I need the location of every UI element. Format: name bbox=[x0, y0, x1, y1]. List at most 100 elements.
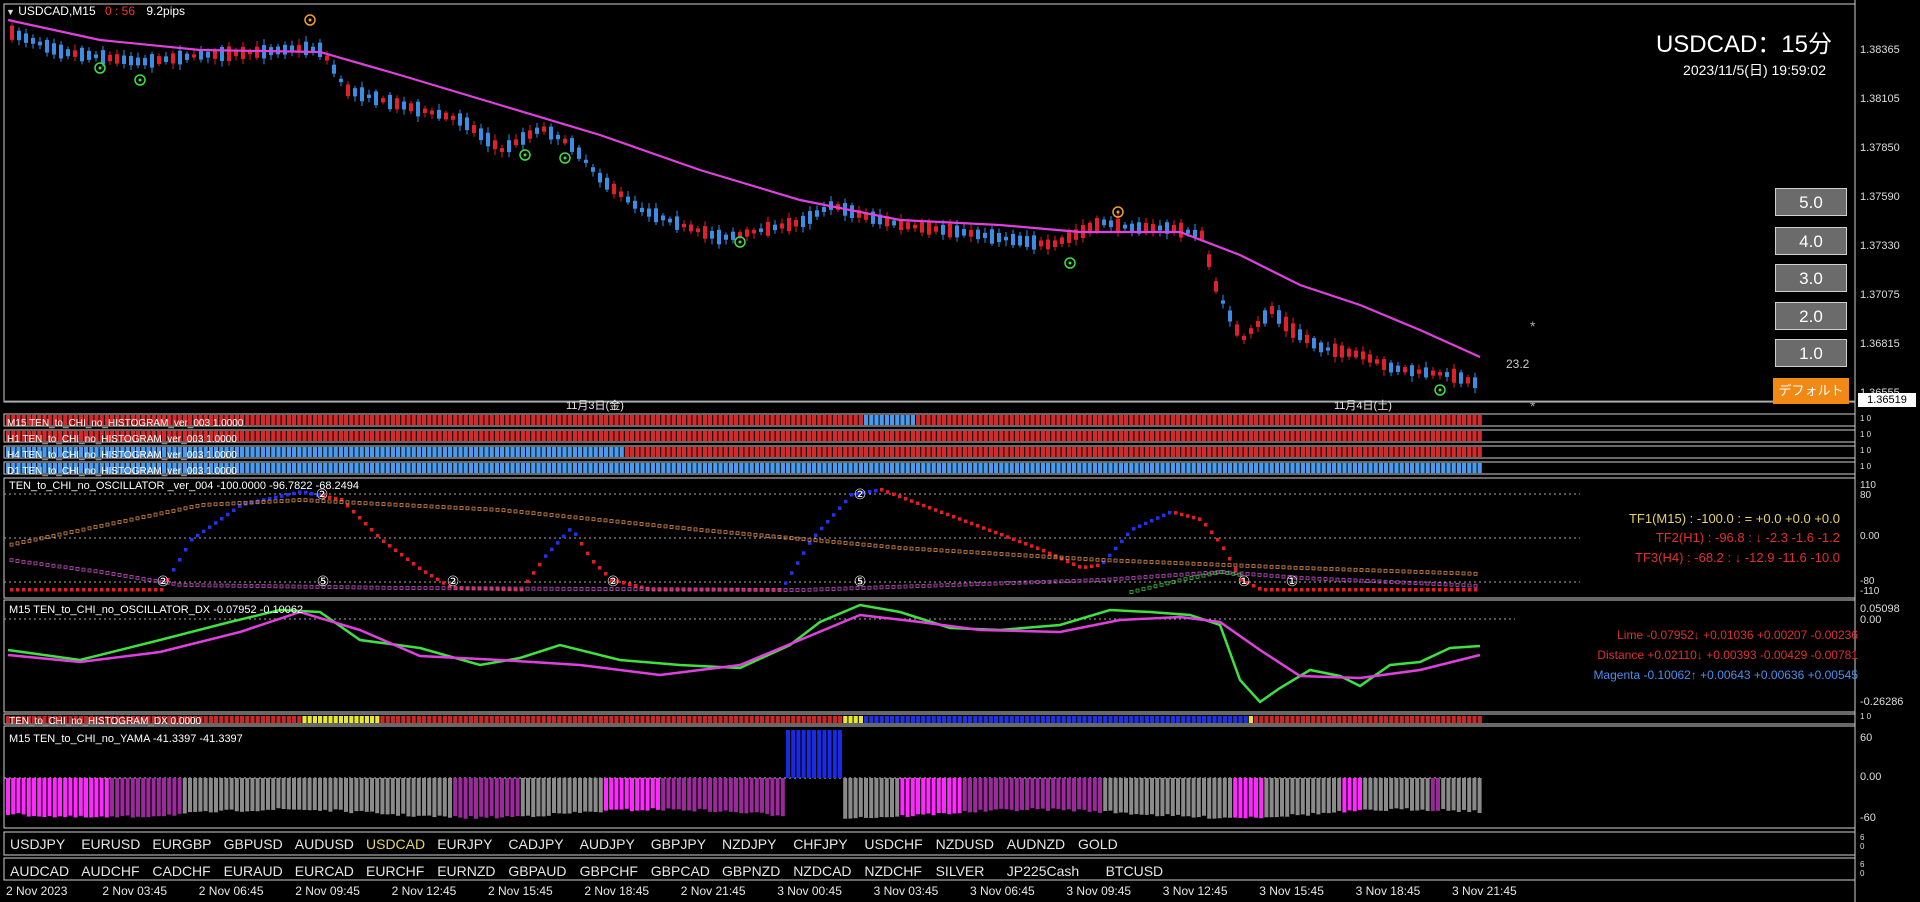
histogram-cell bbox=[177, 447, 182, 457]
oscillator-dot bbox=[292, 491, 296, 496]
histogram-cell bbox=[1306, 463, 1311, 473]
symbol-button-usdjpy[interactable]: USDJPY bbox=[10, 836, 66, 852]
level-button-5[interactable]: 5.0 bbox=[1775, 188, 1847, 216]
default-button[interactable]: デフォルト bbox=[1773, 378, 1849, 404]
histogram-cell bbox=[448, 447, 453, 457]
candle-body bbox=[1067, 232, 1071, 243]
candle-body bbox=[1130, 223, 1134, 233]
oscillator-orange-dot bbox=[1281, 565, 1286, 570]
signal-dot bbox=[1438, 388, 1442, 392]
oscillator-purple-dot bbox=[753, 587, 758, 592]
yama-bar-down bbox=[1040, 778, 1045, 809]
histogram-cell bbox=[234, 463, 239, 473]
histogram-dx-cell bbox=[552, 716, 557, 723]
symbol-button-eurnzd[interactable]: EURNZD bbox=[437, 863, 496, 879]
symbol-button-nzdusd[interactable]: NZDUSD bbox=[935, 836, 994, 852]
oscillator-dot bbox=[1402, 588, 1406, 592]
oscillator-orange-dot bbox=[363, 501, 368, 506]
symbol-button-usdchf[interactable]: USDCHF bbox=[864, 836, 923, 852]
histogram-cell bbox=[1228, 415, 1233, 425]
level-button-2[interactable]: 2.0 bbox=[1775, 302, 1847, 330]
oscillator-purple-dot bbox=[1077, 578, 1082, 583]
symbol-button-silver[interactable]: SILVER bbox=[935, 863, 985, 879]
histogram-cell bbox=[89, 447, 94, 457]
dropdown-icon[interactable]: ▼ bbox=[6, 7, 15, 17]
candle-body bbox=[227, 46, 231, 61]
histogram-cell bbox=[666, 431, 671, 441]
level-button-3[interactable]: 3.0 bbox=[1775, 264, 1847, 292]
oscillator-purple-dot bbox=[627, 587, 632, 592]
histogram-cell bbox=[1092, 447, 1097, 457]
symbol-button-eurgbp[interactable]: EURGBP bbox=[152, 836, 212, 852]
symbol-button-usdcad[interactable]: USDCAD bbox=[366, 836, 426, 852]
oscillator-orange-dot bbox=[687, 526, 692, 531]
histogram-cell bbox=[151, 431, 156, 441]
yama-bar-down bbox=[442, 778, 447, 817]
histogram-cell bbox=[260, 415, 265, 425]
yama-bar-down bbox=[84, 778, 88, 818]
symbol-button-eurjpy[interactable]: EURJPY bbox=[437, 836, 493, 852]
histogram-cell bbox=[973, 463, 978, 473]
histogram-cell bbox=[1404, 431, 1409, 441]
symbol-button-gbpusd[interactable]: GBPUSD bbox=[223, 836, 283, 852]
level-button-4[interactable]: 4.0 bbox=[1775, 227, 1847, 255]
symbol-button-chfjpy[interactable]: CHFJPY bbox=[793, 836, 848, 852]
oscillator-dot bbox=[646, 587, 650, 591]
symbol-button-cadchf[interactable]: CADCHF bbox=[152, 863, 211, 879]
histogram-dx-cell bbox=[905, 716, 910, 723]
histogram-cell bbox=[656, 447, 661, 457]
symbol-button-audchf[interactable]: AUDCHF bbox=[81, 863, 140, 879]
symbol-button-btcusd[interactable]: BTCUSD bbox=[1105, 863, 1164, 879]
oscillator-dot bbox=[220, 517, 224, 521]
oscillator-orange-dot bbox=[543, 512, 548, 517]
time-axis-label: 3 Nov 18:45 bbox=[1355, 884, 1421, 898]
symbol-button-euraud[interactable]: EURAUD bbox=[223, 863, 283, 879]
oscillator-orange-dot bbox=[951, 549, 956, 554]
symbol-button-audusd[interactable]: AUDUSD bbox=[294, 836, 354, 852]
symbol-button-eurusd[interactable]: EURUSD bbox=[81, 836, 141, 852]
oscillator-dot bbox=[532, 571, 536, 575]
oscillator-purple-dot bbox=[75, 566, 80, 571]
histogram-cell bbox=[406, 415, 411, 425]
dx-axis-top: 0.05098 bbox=[1860, 603, 1900, 615]
symbol-button-eurchf[interactable]: EURCHF bbox=[366, 863, 425, 879]
symbol-button-eurcad[interactable]: EURCAD bbox=[294, 863, 354, 879]
histogram-dx-cell bbox=[198, 716, 203, 723]
candle-body bbox=[1459, 372, 1463, 384]
yama-bar-down bbox=[396, 778, 400, 816]
oscillator-dot bbox=[622, 581, 626, 585]
symbol-button-nzdcad[interactable]: NZDCAD bbox=[793, 863, 852, 879]
yama-bar-down bbox=[494, 778, 499, 819]
symbol-button-gbpchf[interactable]: GBPCHF bbox=[579, 863, 638, 879]
symbol-button-audnzd[interactable]: AUDNZD bbox=[1006, 836, 1066, 852]
histogram-dx-cell bbox=[349, 716, 354, 723]
symbol-button-gold[interactable]: GOLD bbox=[1078, 836, 1118, 852]
oscillator-orange-dot bbox=[1425, 570, 1430, 575]
histogram-dx-cell bbox=[682, 716, 687, 723]
candle-body bbox=[283, 44, 287, 55]
oscillator-purple-dot bbox=[507, 586, 512, 591]
histogram-cell bbox=[58, 431, 63, 441]
symbol-button-jp225cash[interactable]: JP225Cash bbox=[1006, 863, 1080, 879]
symbol-button-audcad[interactable]: AUDCAD bbox=[10, 863, 70, 879]
level-button-1[interactable]: 1.0 bbox=[1775, 339, 1847, 367]
histogram-cell bbox=[1077, 447, 1082, 457]
oscillator-dot bbox=[178, 558, 182, 562]
oscillator-dot bbox=[424, 570, 428, 574]
symbol-button-gbpaud[interactable]: GBPAUD bbox=[508, 863, 567, 879]
histogram-cell bbox=[931, 431, 936, 441]
symbol-button-nzdjpy[interactable]: NZDJPY bbox=[722, 836, 777, 852]
symbol-button-gbpnzd[interactable]: GBPNZD bbox=[722, 863, 781, 879]
symbol-button-gbpcad[interactable]: GBPCAD bbox=[650, 863, 710, 879]
symbol-button-gbpjpy[interactable]: GBPJPY bbox=[650, 836, 707, 852]
symbol-button-cadjpy[interactable]: CADJPY bbox=[508, 836, 564, 852]
oscillator-purple-dot bbox=[477, 586, 482, 591]
oscillator-purple-dot bbox=[705, 587, 710, 592]
oscillator-purple-dot bbox=[789, 588, 794, 592]
yama-bar-down bbox=[661, 778, 666, 811]
histogram-cell bbox=[827, 447, 832, 457]
histogram-cell bbox=[1425, 431, 1430, 441]
symbol-button-audjpy[interactable]: AUDJPY bbox=[579, 836, 635, 852]
symbol-button-nzdchf[interactable]: NZDCHF bbox=[864, 863, 922, 879]
